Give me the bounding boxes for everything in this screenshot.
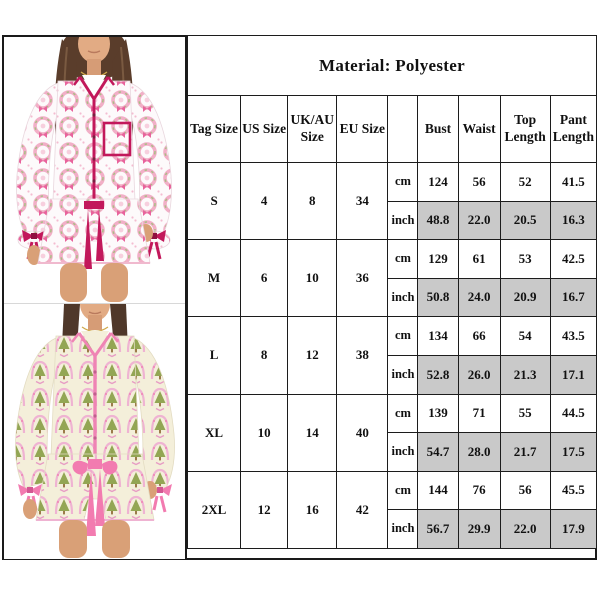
row-m-inch: inch 50.8 24.0 20.9 16.7 <box>188 277 598 318</box>
cell-pant-length-cm: 44.5 <box>549 393 598 434</box>
cell-uk-au-size: 10 <box>287 239 338 318</box>
cell-waist-cm: 61 <box>457 239 501 279</box>
cell-waist-inch: 26.0 <box>457 354 501 395</box>
row-s-cm: S 4 8 34 cm 124 56 52 41.5 <box>186 161 598 241</box>
cell-waist-inch: 29.9 <box>457 509 501 549</box>
header-bust: Bust <box>417 95 459 163</box>
header-unit <box>387 95 419 163</box>
row-l-inch: inch 52.8 26.0 21.3 17.1 <box>188 354 598 395</box>
cell-pant-length-inch: 17.5 <box>549 432 598 472</box>
product-photo-green-tree-pajama-set <box>4 303 185 559</box>
cell-waist-cm: 76 <box>457 470 501 511</box>
header-waist: Waist <box>457 95 501 163</box>
unit-inch-label: inch <box>387 354 419 395</box>
cell-top-length-cm: 54 <box>499 316 551 356</box>
cell-waist-cm: 56 <box>457 162 501 202</box>
cell-top-length-inch: 21.7 <box>499 432 551 472</box>
cell-top-length-cm: 56 <box>499 470 551 511</box>
cell-pant-length-cm: 42.5 <box>549 239 598 279</box>
cell-uk-au-size: 16 <box>287 470 338 549</box>
cell-eu-size: 40 <box>336 393 389 472</box>
product-photo-pink-pajama-set <box>4 37 185 302</box>
header-uk-au-size: UK/AU Size <box>287 95 338 163</box>
cell-us-size: 4 <box>240 161 289 241</box>
pink-pajama-illustration <box>4 37 185 302</box>
cell-eu-size: 34 <box>336 161 389 241</box>
cell-bust-inch: 50.8 <box>417 277 459 318</box>
cell-pant-length-cm: 45.5 <box>549 470 598 511</box>
header-tag-size: Tag Size <box>186 95 242 163</box>
green-pajama-illustration <box>4 304 185 558</box>
header-top-length: Top Length <box>499 95 551 163</box>
cell-bust-inch: 56.7 <box>417 509 459 549</box>
material-label: Material: Polyester <box>187 35 597 96</box>
cell-pant-length-cm: 43.5 <box>549 316 598 356</box>
header-eu-size: EU Size <box>336 95 389 163</box>
cell-top-length-inch: 20.5 <box>499 200 551 241</box>
unit-cm-label: cm <box>387 470 419 511</box>
cell-tag-size: M <box>186 239 242 318</box>
cell-bust-inch: 52.8 <box>417 354 459 395</box>
row-xl-inch: inch 54.7 28.0 21.7 17.5 <box>188 432 598 472</box>
cell-waist-cm: 71 <box>457 393 501 434</box>
header-pant-length: Pant Length <box>549 95 598 163</box>
unit-inch-label: inch <box>387 432 419 472</box>
product-photo-column <box>4 37 187 559</box>
cell-eu-size: 42 <box>336 470 389 549</box>
unit-cm-label: cm <box>387 162 419 202</box>
unit-cm-label: cm <box>387 239 419 279</box>
cell-bust-inch: 48.8 <box>417 200 459 241</box>
material-row: Material: Polyester <box>187 35 597 96</box>
cell-waist-inch: 24.0 <box>457 277 501 318</box>
cell-eu-size: 36 <box>336 239 389 318</box>
cell-top-length-inch: 22.0 <box>499 509 551 549</box>
row-s-inch: inch 48.8 22.0 20.5 16.3 <box>188 200 598 241</box>
cell-pant-length-cm: 41.5 <box>549 162 598 202</box>
cell-top-length-cm: 53 <box>499 239 551 279</box>
cell-tag-size: XL <box>186 393 242 472</box>
cell-us-size: 10 <box>240 393 289 472</box>
cell-uk-au-size: 12 <box>287 316 338 395</box>
unit-inch-label: inch <box>387 509 419 549</box>
cell-eu-size: 38 <box>336 316 389 395</box>
cell-top-length-cm: 55 <box>499 393 551 434</box>
cell-pant-length-inch: 16.7 <box>549 277 598 318</box>
row-m-cm: M 6 10 36 cm 129 61 53 42.5 <box>186 239 598 318</box>
cell-bust-cm: 129 <box>417 239 459 279</box>
cell-waist-inch: 22.0 <box>457 200 501 241</box>
cell-us-size: 8 <box>240 316 289 395</box>
cell-pant-length-inch: 17.1 <box>549 354 598 395</box>
unit-cm-label: cm <box>387 393 419 434</box>
cell-pant-length-inch: 16.3 <box>549 200 598 241</box>
size-table: Material: Polyester Tag Size US Size UK/… <box>186 35 598 549</box>
unit-inch-label: inch <box>387 200 419 241</box>
cell-bust-cm: 124 <box>417 162 459 202</box>
cell-top-length-inch: 20.9 <box>499 277 551 318</box>
cell-uk-au-size: 8 <box>287 161 338 241</box>
cell-bust-cm: 134 <box>417 316 459 356</box>
cell-top-length-inch: 21.3 <box>499 354 551 395</box>
cell-us-size: 6 <box>240 239 289 318</box>
row-xl-cm: XL 10 14 40 cm 139 71 55 44.5 <box>186 393 598 472</box>
cell-waist-cm: 66 <box>457 316 501 356</box>
cell-waist-inch: 28.0 <box>457 432 501 472</box>
unit-cm-label: cm <box>387 316 419 356</box>
unit-inch-label: inch <box>387 277 419 318</box>
row-2xl-inch: inch 56.7 29.9 22.0 17.9 <box>188 509 598 549</box>
cell-us-size: 12 <box>240 470 289 549</box>
cell-bust-cm: 139 <box>417 393 459 434</box>
cell-tag-size: L <box>186 316 242 395</box>
cell-tag-size: 2XL <box>186 470 242 549</box>
cell-bust-inch: 54.7 <box>417 432 459 472</box>
cell-uk-au-size: 14 <box>287 393 338 472</box>
cell-tag-size: S <box>186 161 242 241</box>
row-l-cm: L 8 12 38 cm 134 66 54 43.5 <box>186 316 598 395</box>
cell-pant-length-inch: 17.9 <box>549 509 598 549</box>
header-us-size: US Size <box>240 95 289 163</box>
cell-top-length-cm: 52 <box>499 162 551 202</box>
cell-bust-cm: 144 <box>417 470 459 511</box>
header-row: Tag Size US Size UK/AU Size EU Size Bust… <box>186 95 598 163</box>
row-2xl-cm: 2XL 12 16 42 cm 144 76 56 45.5 <box>186 470 598 549</box>
